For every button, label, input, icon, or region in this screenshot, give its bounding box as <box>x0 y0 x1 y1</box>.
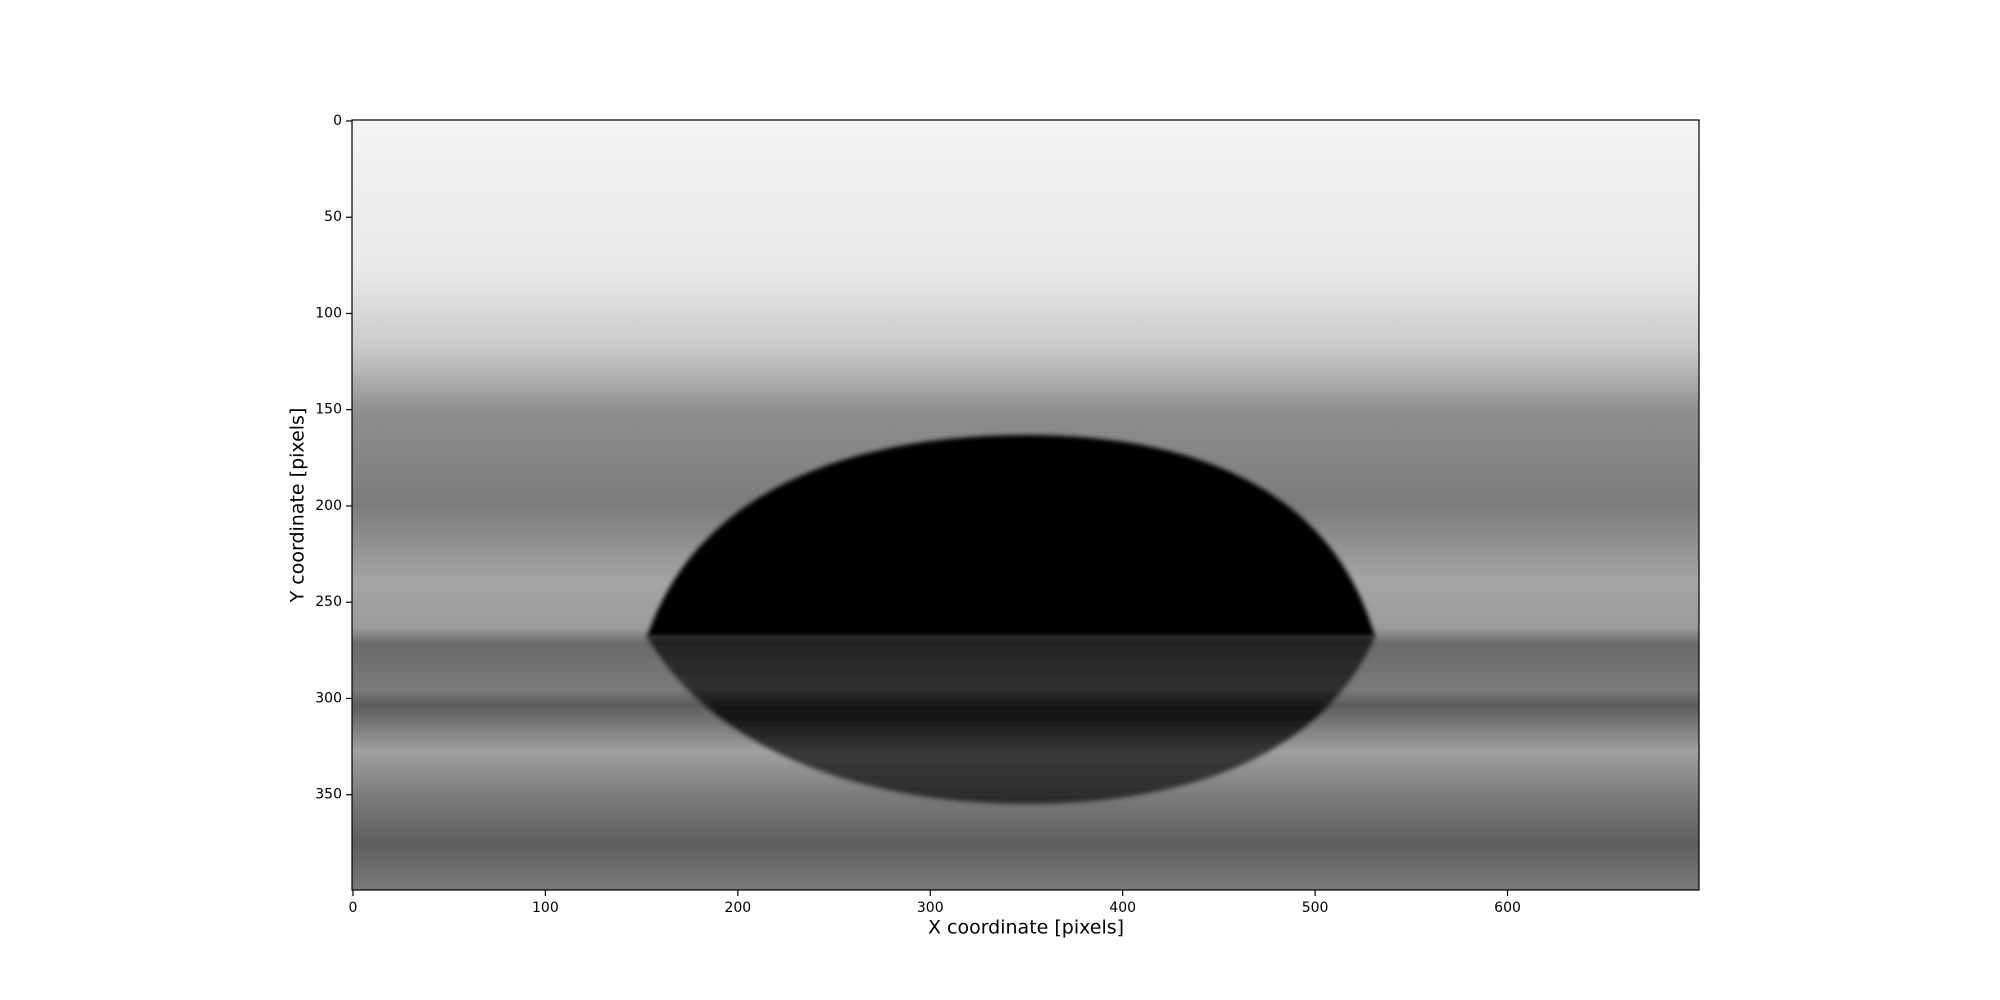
x-axis-label: X coordinate [pixels] <box>928 917 1124 939</box>
y-tick-label: 300 <box>315 690 342 706</box>
x-tick-label: 600 <box>1494 900 1521 916</box>
x-tick-label: 100 <box>532 900 559 916</box>
x-tick-label: 500 <box>1302 900 1329 916</box>
y-tick-label: 250 <box>315 594 342 610</box>
y-axis-label: Y coordinate [pixels] <box>287 408 309 604</box>
x-tick-label: 200 <box>724 900 751 916</box>
y-tick-label: 0 <box>333 113 342 129</box>
axes-frame <box>351 119 1700 891</box>
y-tick-label: 50 <box>324 209 342 225</box>
y-tick-label: 350 <box>315 787 342 803</box>
image <box>352 120 1699 890</box>
x-tick-label: 300 <box>917 900 944 916</box>
y-tick-label: 100 <box>315 305 342 321</box>
y-tick-label: 200 <box>315 498 342 514</box>
x-tick-label: 0 <box>349 900 358 916</box>
x-tick-label: 400 <box>1109 900 1136 916</box>
y-tick-label: 150 <box>315 402 342 418</box>
